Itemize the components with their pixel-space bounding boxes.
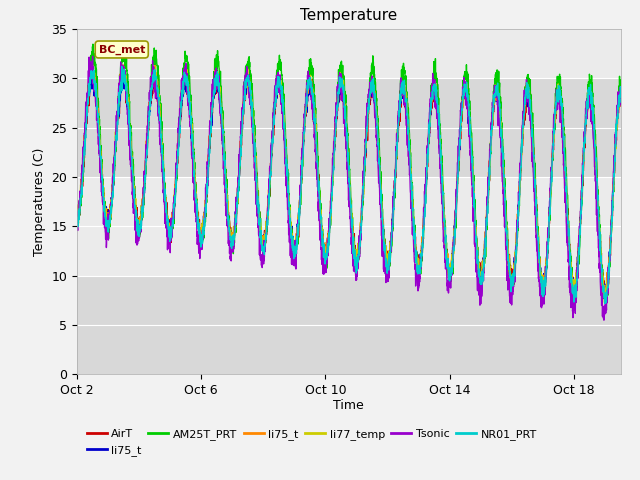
X-axis label: Time: Time	[333, 398, 364, 411]
Bar	[77, 177, 621, 276]
Legend: AirT, li75_t, AM25T_PRT, li75_t, li77_temp, Tsonic, NR01_PRT: AirT, li75_t, AM25T_PRT, li75_t, li77_te…	[83, 425, 541, 460]
Bar	[77, 78, 621, 177]
Y-axis label: Temperatures (C): Temperatures (C)	[33, 147, 45, 256]
Bar	[77, 276, 621, 374]
Title: Temperature: Temperature	[300, 9, 397, 24]
Bar	[77, 29, 621, 78]
Text: BC_met: BC_met	[99, 44, 145, 55]
